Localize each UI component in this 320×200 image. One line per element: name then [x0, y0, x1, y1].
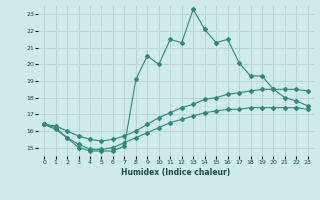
X-axis label: Humidex (Indice chaleur): Humidex (Indice chaleur) — [121, 168, 231, 177]
